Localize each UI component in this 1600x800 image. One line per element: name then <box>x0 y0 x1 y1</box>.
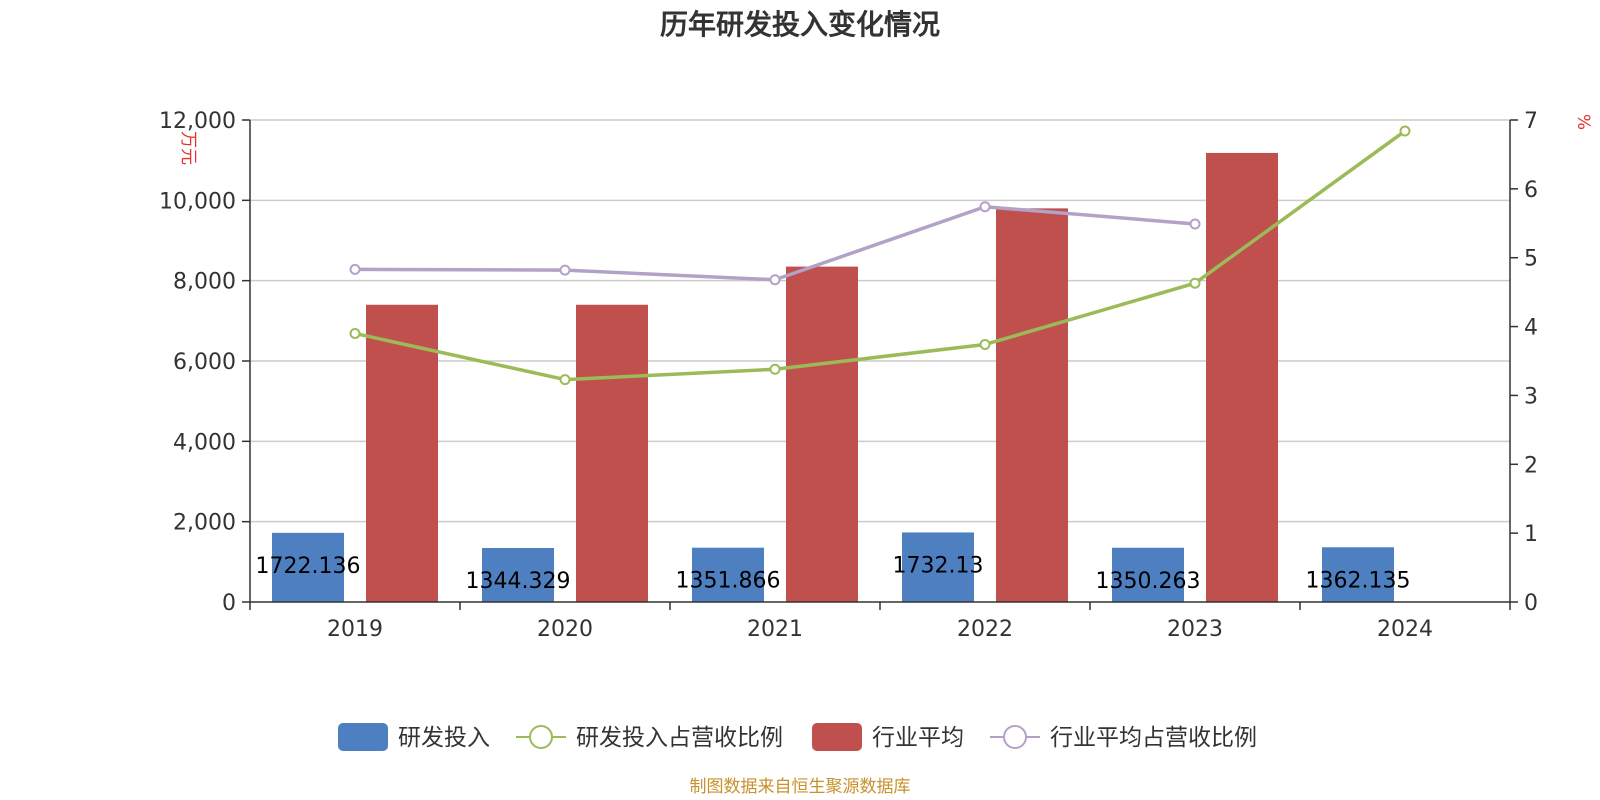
point-industry-ratio-2020 <box>559 264 571 276</box>
bar-rd-2020 <box>482 548 554 602</box>
point-industry-ratio-2021 <box>769 274 781 286</box>
right-tick-label: 2 <box>1524 453 1538 478</box>
bar-label-rd-2024: 1362.135 <box>1306 568 1411 593</box>
x-tick-label: 2023 <box>1167 617 1223 642</box>
legend-swatch-marker-rd-ratio <box>529 725 553 749</box>
left-tick-label: 6,000 <box>173 350 236 375</box>
legend-item-rd-ratio[interactable]: 研发投入占营收比例 <box>516 725 783 751</box>
x-tick-label: 2024 <box>1377 617 1433 642</box>
left-tick-label: 2,000 <box>173 511 236 536</box>
bar-label-rd-2022: 1732.13 <box>893 553 984 578</box>
legend-swatch-marker-industry-ratio <box>1003 725 1027 749</box>
legend-swatch-rd <box>338 723 388 751</box>
x-tick-label: 2021 <box>747 617 803 642</box>
line-rd-ratio <box>354 129 1407 382</box>
bar-rd-2022 <box>902 532 974 602</box>
legend-label-industry: 行业平均 <box>872 725 964 751</box>
point-rd-ratio-2020 <box>559 374 571 386</box>
bar-rd-2019 <box>272 532 344 602</box>
point-industry-ratio-2022 <box>979 201 991 213</box>
x-tick-label: 2019 <box>327 617 383 642</box>
x-tick-label: 2020 <box>537 617 593 642</box>
legend-label-rd: 研发投入 <box>398 725 490 751</box>
bar-label-rd-2023: 1350.263 <box>1096 569 1201 594</box>
left-tick-label: 10,000 <box>159 189 236 214</box>
source-note: 制图数据来自恒生聚源数据库 <box>690 777 911 797</box>
legend-label-rd-ratio: 研发投入占营收比例 <box>576 725 783 751</box>
point-rd-ratio-2019 <box>349 327 361 339</box>
point-rd-ratio-2021 <box>769 363 781 375</box>
point-industry-ratio-2019 <box>349 263 361 275</box>
right-tick-label: 3 <box>1524 384 1538 409</box>
bar-industry-2023 <box>1206 152 1278 603</box>
bar-labels: 1722.136 1344.329 1351.866 1732.13 1350.263 1… <box>256 553 1411 594</box>
left-tick-label: 4,000 <box>173 430 236 455</box>
legend: 研发投入 研发投入占营收比例 行业平均 行业平均占营收比例 <box>338 723 1257 751</box>
legend-item-rd[interactable]: 研发投入 <box>338 723 490 751</box>
line-industry-ratio <box>354 205 1196 282</box>
left-tick-label: 8,000 <box>173 270 236 295</box>
right-axis-unit: % <box>1573 114 1593 130</box>
bar-industry-2022 <box>996 208 1068 602</box>
bars <box>272 152 1394 603</box>
bar-industry-2021 <box>786 266 858 602</box>
x-tick-label: 2022 <box>957 617 1013 642</box>
legend-label-industry-ratio: 行业平均占营收比例 <box>1050 725 1257 751</box>
lines <box>349 125 1411 386</box>
bar-industry-2020 <box>576 304 648 602</box>
legend-item-industry[interactable]: 行业平均 <box>812 723 964 751</box>
point-rd-ratio-2024 <box>1399 125 1411 137</box>
left-tick-label: 0 <box>222 591 236 616</box>
left-axis-unit: 万元 <box>178 131 198 165</box>
right-tick-label: 4 <box>1524 316 1538 341</box>
right-tick-label: 1 <box>1524 522 1538 547</box>
right-tick-label: 7 <box>1524 109 1538 134</box>
bar-industry-2019 <box>366 304 438 602</box>
legend-swatch-industry <box>812 723 862 751</box>
bar-rd-2021 <box>692 547 764 602</box>
bar-label-rd-2021: 1351.866 <box>676 569 781 594</box>
right-tick-label: 5 <box>1524 247 1538 272</box>
legend-item-industry-ratio[interactable]: 行业平均占营收比例 <box>990 725 1257 751</box>
left-tick-label: 12,000 <box>159 109 236 134</box>
point-rd-ratio-2022 <box>979 338 991 350</box>
point-rd-ratio-2023 <box>1189 277 1201 289</box>
right-tick-label: 0 <box>1524 591 1538 616</box>
bar-label-rd-2019: 1722.136 <box>256 554 361 579</box>
point-industry-ratio-2023 <box>1189 218 1201 230</box>
right-tick-label: 6 <box>1524 178 1538 203</box>
grid-lines <box>250 119 1510 523</box>
axes: 0 2,000 4,000 6,000 8,000 10,000 12,000 0 1 2 3 4 5 6… <box>159 109 1538 642</box>
chart-title: 历年研发投入变化情况 <box>660 8 940 41</box>
bar-label-rd-2020: 1344.329 <box>466 569 571 594</box>
bar-rd-2023 <box>1112 547 1184 602</box>
bar-rd-2024 <box>1322 547 1394 602</box>
